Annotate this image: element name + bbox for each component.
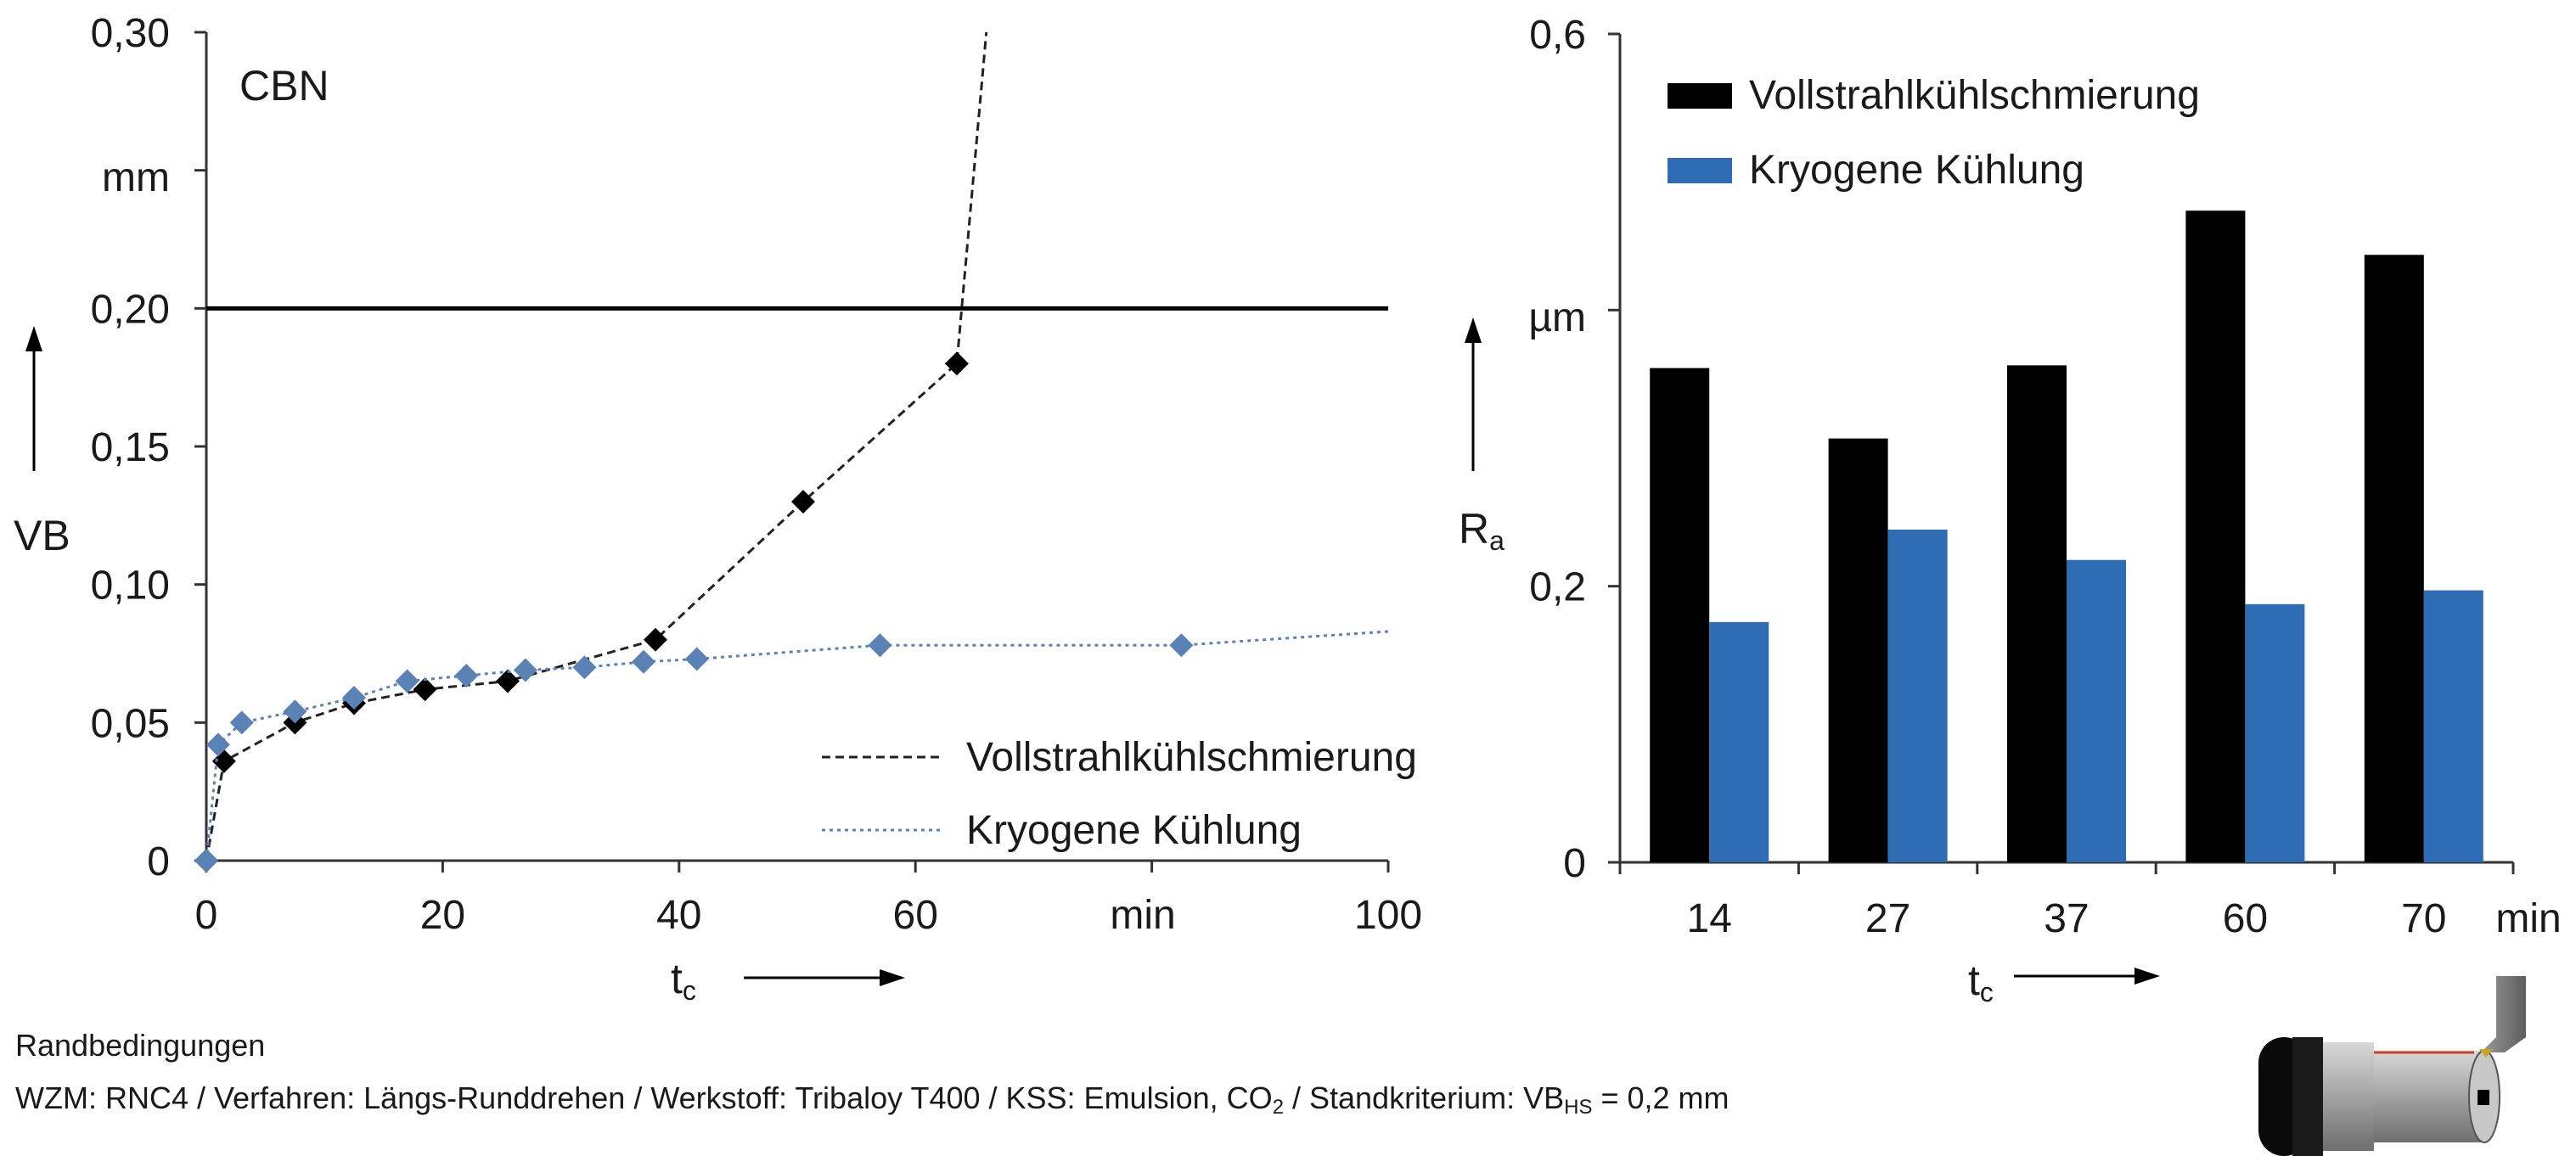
roughness-x-ticks: 14 27 37 60 70 bbox=[1618, 862, 2515, 941]
roughness-legend-label-1: Vollstrahlkühlschmierung bbox=[1749, 73, 2200, 118]
roughness-legend-swatch-2 bbox=[1668, 158, 1732, 183]
wear-x-label: tc bbox=[671, 955, 696, 1006]
wear-data-point bbox=[283, 699, 307, 724]
wear-legend: Vollstrahlkühlschmierung Kryogene Kühlun… bbox=[822, 735, 1417, 853]
wear-data-point bbox=[632, 649, 656, 674]
wear-y-unit: mm bbox=[102, 155, 170, 200]
roughness-y-label-main: R bbox=[1459, 505, 1489, 553]
roughness-x-tick-label: 27 bbox=[1865, 896, 1910, 941]
wear-annotation-cbn: CBN bbox=[239, 62, 329, 109]
roughness-bar-kryogen bbox=[2245, 603, 2305, 862]
wear-data-point bbox=[684, 647, 709, 671]
wear-data-point bbox=[790, 490, 815, 514]
wear-data-point bbox=[513, 658, 537, 682]
roughness-y-tick-label: 0,2 bbox=[1529, 565, 1586, 610]
roughness-x-label-main: t bbox=[1968, 957, 1980, 1004]
roughness-y-unit: µm bbox=[1528, 295, 1586, 340]
wear-data-point bbox=[495, 669, 520, 693]
wear-x-tick-label: 60 bbox=[893, 893, 938, 938]
roughness-x-unit: min bbox=[2495, 896, 2561, 941]
roughness-bar-vollstrahl bbox=[1828, 438, 1888, 862]
wear-x-tick-label: 0 bbox=[195, 893, 218, 938]
roughness-bar-vollstrahl bbox=[2007, 365, 2067, 862]
wear-data-point bbox=[205, 732, 230, 757]
wear-y-tick-label: 0,30 bbox=[91, 11, 170, 56]
roughness-bar-kryogen bbox=[2067, 559, 2126, 862]
wear-y-tick-label: 0,15 bbox=[91, 425, 170, 470]
roughness-x-arrow bbox=[2014, 968, 2160, 985]
roughness-x-label: tc bbox=[1968, 957, 1994, 1007]
footer-line-pre: WZM: RNC4 / Verfahren: Längs-Runddrehen … bbox=[15, 1080, 1273, 1115]
wear-x-tick-label: 40 bbox=[656, 893, 701, 938]
roughness-x-tick-label: 37 bbox=[2044, 896, 2089, 941]
wear-x-tick-label: 100 bbox=[1354, 893, 1422, 938]
roughness-x-tick-label: 60 bbox=[2223, 896, 2268, 941]
roughness-chart: 0 0,2 0,6 14 27 37 60 70 µm min Ra tc Vollstra… bbox=[1459, 13, 2562, 1007]
roughness-x-tick-label: 14 bbox=[1687, 896, 1732, 941]
roughness-legend-swatch-1 bbox=[1668, 83, 1732, 109]
wear-data-point bbox=[572, 655, 597, 680]
footer-co2-sub: 2 bbox=[1273, 1096, 1284, 1119]
roughness-bar-vollstrahl bbox=[1650, 368, 1710, 862]
wear-y-tick-label: 0,05 bbox=[91, 701, 170, 746]
roughness-y-tick-label: 0,6 bbox=[1529, 13, 1586, 58]
wear-legend-label-1: Vollstrahlkühlschmierung bbox=[966, 735, 1417, 780]
footer-vb-sub: HS bbox=[1564, 1096, 1592, 1119]
wear-x-tick-label: 20 bbox=[420, 893, 465, 938]
roughness-y-label-sub: a bbox=[1489, 525, 1505, 556]
wear-data-point bbox=[194, 849, 218, 873]
wear-series bbox=[194, 31, 1389, 873]
wear-chart: 00,050,100,150,200,30 0 20 40 60 100 CBN mm … bbox=[14, 11, 1422, 1006]
wear-series-line bbox=[205, 31, 988, 861]
wear-y-label: VB bbox=[14, 512, 70, 559]
roughness-bar-kryogen bbox=[1887, 529, 1948, 862]
roughness-x-label-sub: c bbox=[1980, 977, 1994, 1007]
roughness-bar-vollstrahl bbox=[2364, 255, 2424, 862]
wear-x-label-sub: c bbox=[683, 975, 696, 1006]
wear-y-tick-label: 0 bbox=[147, 839, 170, 884]
wear-legend-label-2: Kryogene Kühlung bbox=[966, 808, 1302, 853]
footer-title: Randbedingungen bbox=[15, 1028, 265, 1063]
footer-line-mid: / Standkriterium: VB bbox=[1284, 1080, 1564, 1115]
wear-y-ticks: 0 0,05 0,10 0,15 0,20 0,30 bbox=[91, 11, 206, 884]
wear-data-point bbox=[1169, 633, 1194, 658]
roughness-y-arrow bbox=[1465, 317, 1482, 471]
wear-y-tick-label: 0,10 bbox=[91, 564, 170, 609]
roughness-y-ticks: 0 0,2 0,6 bbox=[1529, 13, 1620, 886]
wear-data-point bbox=[229, 710, 254, 735]
roughness-bar-vollstrahl bbox=[2185, 210, 2246, 863]
wear-data-point bbox=[944, 351, 969, 376]
roughness-y-label: Ra bbox=[1459, 505, 1505, 556]
roughness-x-tick-label: 70 bbox=[2401, 896, 2446, 941]
roughness-legend: Vollstrahlkühlschmierung Kryogene Kühlun… bbox=[1668, 73, 2200, 193]
wear-x-ticks: 0 20 40 60 100 bbox=[195, 861, 1422, 938]
wear-x-arrow bbox=[744, 969, 905, 986]
turning-process-illustration bbox=[2258, 976, 2526, 1156]
wear-data-point bbox=[643, 627, 667, 652]
wear-data-point bbox=[395, 669, 419, 693]
roughness-bars bbox=[1650, 210, 2483, 863]
wear-data-point bbox=[868, 633, 892, 658]
wear-x-unit: min bbox=[1110, 893, 1175, 938]
wear-y-arrow bbox=[25, 326, 42, 471]
wear-x-label-main: t bbox=[671, 955, 683, 1002]
wear-data-point bbox=[454, 664, 479, 688]
wear-data-point bbox=[342, 686, 366, 710]
roughness-bar-kryogen bbox=[1709, 621, 1769, 862]
roughness-y-tick-label: 0 bbox=[1563, 841, 1586, 886]
wear-y-tick-label: 0,20 bbox=[91, 287, 170, 332]
roughness-legend-label-2: Kryogene Kühlung bbox=[1749, 148, 2084, 193]
footer-conditions: WZM: RNC4 / Verfahren: Längs-Runddrehen … bbox=[15, 1080, 1730, 1119]
footer-line-post: = 0,2 mm bbox=[1592, 1080, 1729, 1115]
wear-data-point bbox=[413, 677, 437, 702]
roughness-bar-kryogen bbox=[2423, 590, 2483, 862]
